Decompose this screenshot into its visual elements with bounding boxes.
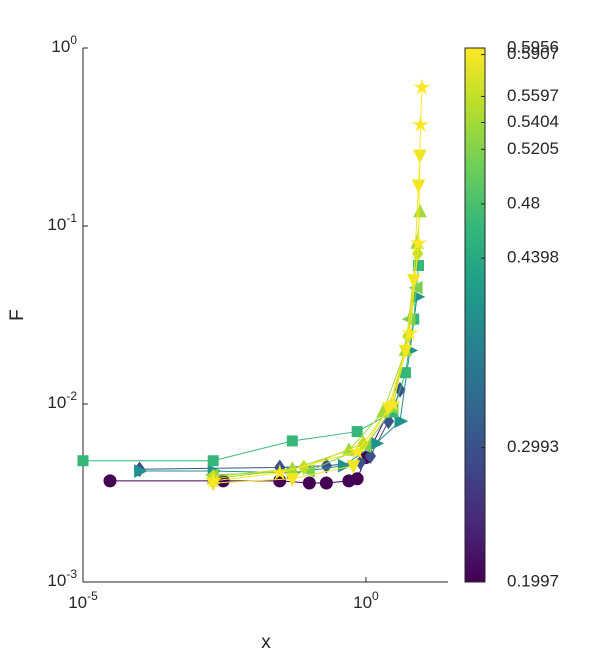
y-tick-label: 100 — [51, 33, 77, 56]
series — [207, 245, 424, 485]
series — [205, 280, 423, 482]
marker — [364, 448, 377, 464]
colorbar-tick-label: 0.4398 — [507, 248, 559, 267]
marker — [351, 426, 363, 438]
marker — [410, 234, 427, 251]
x-tick-label: 100 — [353, 589, 379, 612]
marker — [401, 324, 419, 341]
marker — [406, 274, 421, 288]
marker — [408, 280, 423, 295]
colorbar-tick-label: 0.5907 — [507, 44, 559, 63]
colorbar-tick-label: 0.5956 — [507, 37, 559, 56]
series — [206, 149, 427, 492]
marker — [350, 472, 364, 486]
marker — [273, 474, 287, 488]
series — [133, 382, 406, 478]
colorbar-tick-label: 0.1997 — [507, 571, 559, 590]
y-axis-label: F — [7, 309, 28, 321]
marker — [271, 464, 289, 481]
marker — [399, 367, 411, 379]
marker — [413, 78, 431, 95]
marker — [411, 179, 426, 194]
colorbar — [464, 47, 486, 583]
marker — [286, 435, 298, 447]
y-tick-label: 10-1 — [47, 211, 77, 234]
marker — [103, 474, 117, 488]
marker — [285, 473, 300, 487]
colorbar-tick-label: 0.5597 — [507, 86, 559, 105]
series-line — [83, 265, 420, 462]
series-line — [213, 87, 423, 482]
marker — [384, 395, 402, 412]
colorbar-tick-label: 0.5205 — [507, 139, 559, 158]
marker — [77, 455, 89, 467]
series-line — [213, 155, 421, 484]
series — [134, 290, 426, 480]
series — [204, 78, 431, 488]
series-line — [213, 253, 419, 478]
marker — [134, 464, 148, 478]
marker — [412, 116, 429, 132]
marker — [302, 476, 316, 490]
x-axis-label: x — [261, 632, 271, 653]
marker — [204, 472, 222, 488]
x-tick-label: 10-5 — [68, 589, 98, 612]
marker — [413, 203, 427, 218]
marker — [207, 455, 219, 467]
marker — [348, 442, 366, 459]
colorbar-tick-label: 0.2993 — [507, 437, 559, 456]
colorbar-tick-label: 0.5404 — [507, 112, 559, 131]
marker — [394, 414, 409, 429]
series-line — [213, 211, 421, 480]
series-line — [213, 287, 418, 476]
series — [206, 203, 427, 485]
colorbar-tick-label: 0.48 — [507, 193, 540, 212]
y-tick-label: 10-2 — [47, 389, 77, 412]
marker — [346, 460, 361, 474]
y-tick-label: 10-3 — [47, 567, 77, 590]
marker — [413, 259, 425, 271]
marker — [319, 476, 333, 490]
